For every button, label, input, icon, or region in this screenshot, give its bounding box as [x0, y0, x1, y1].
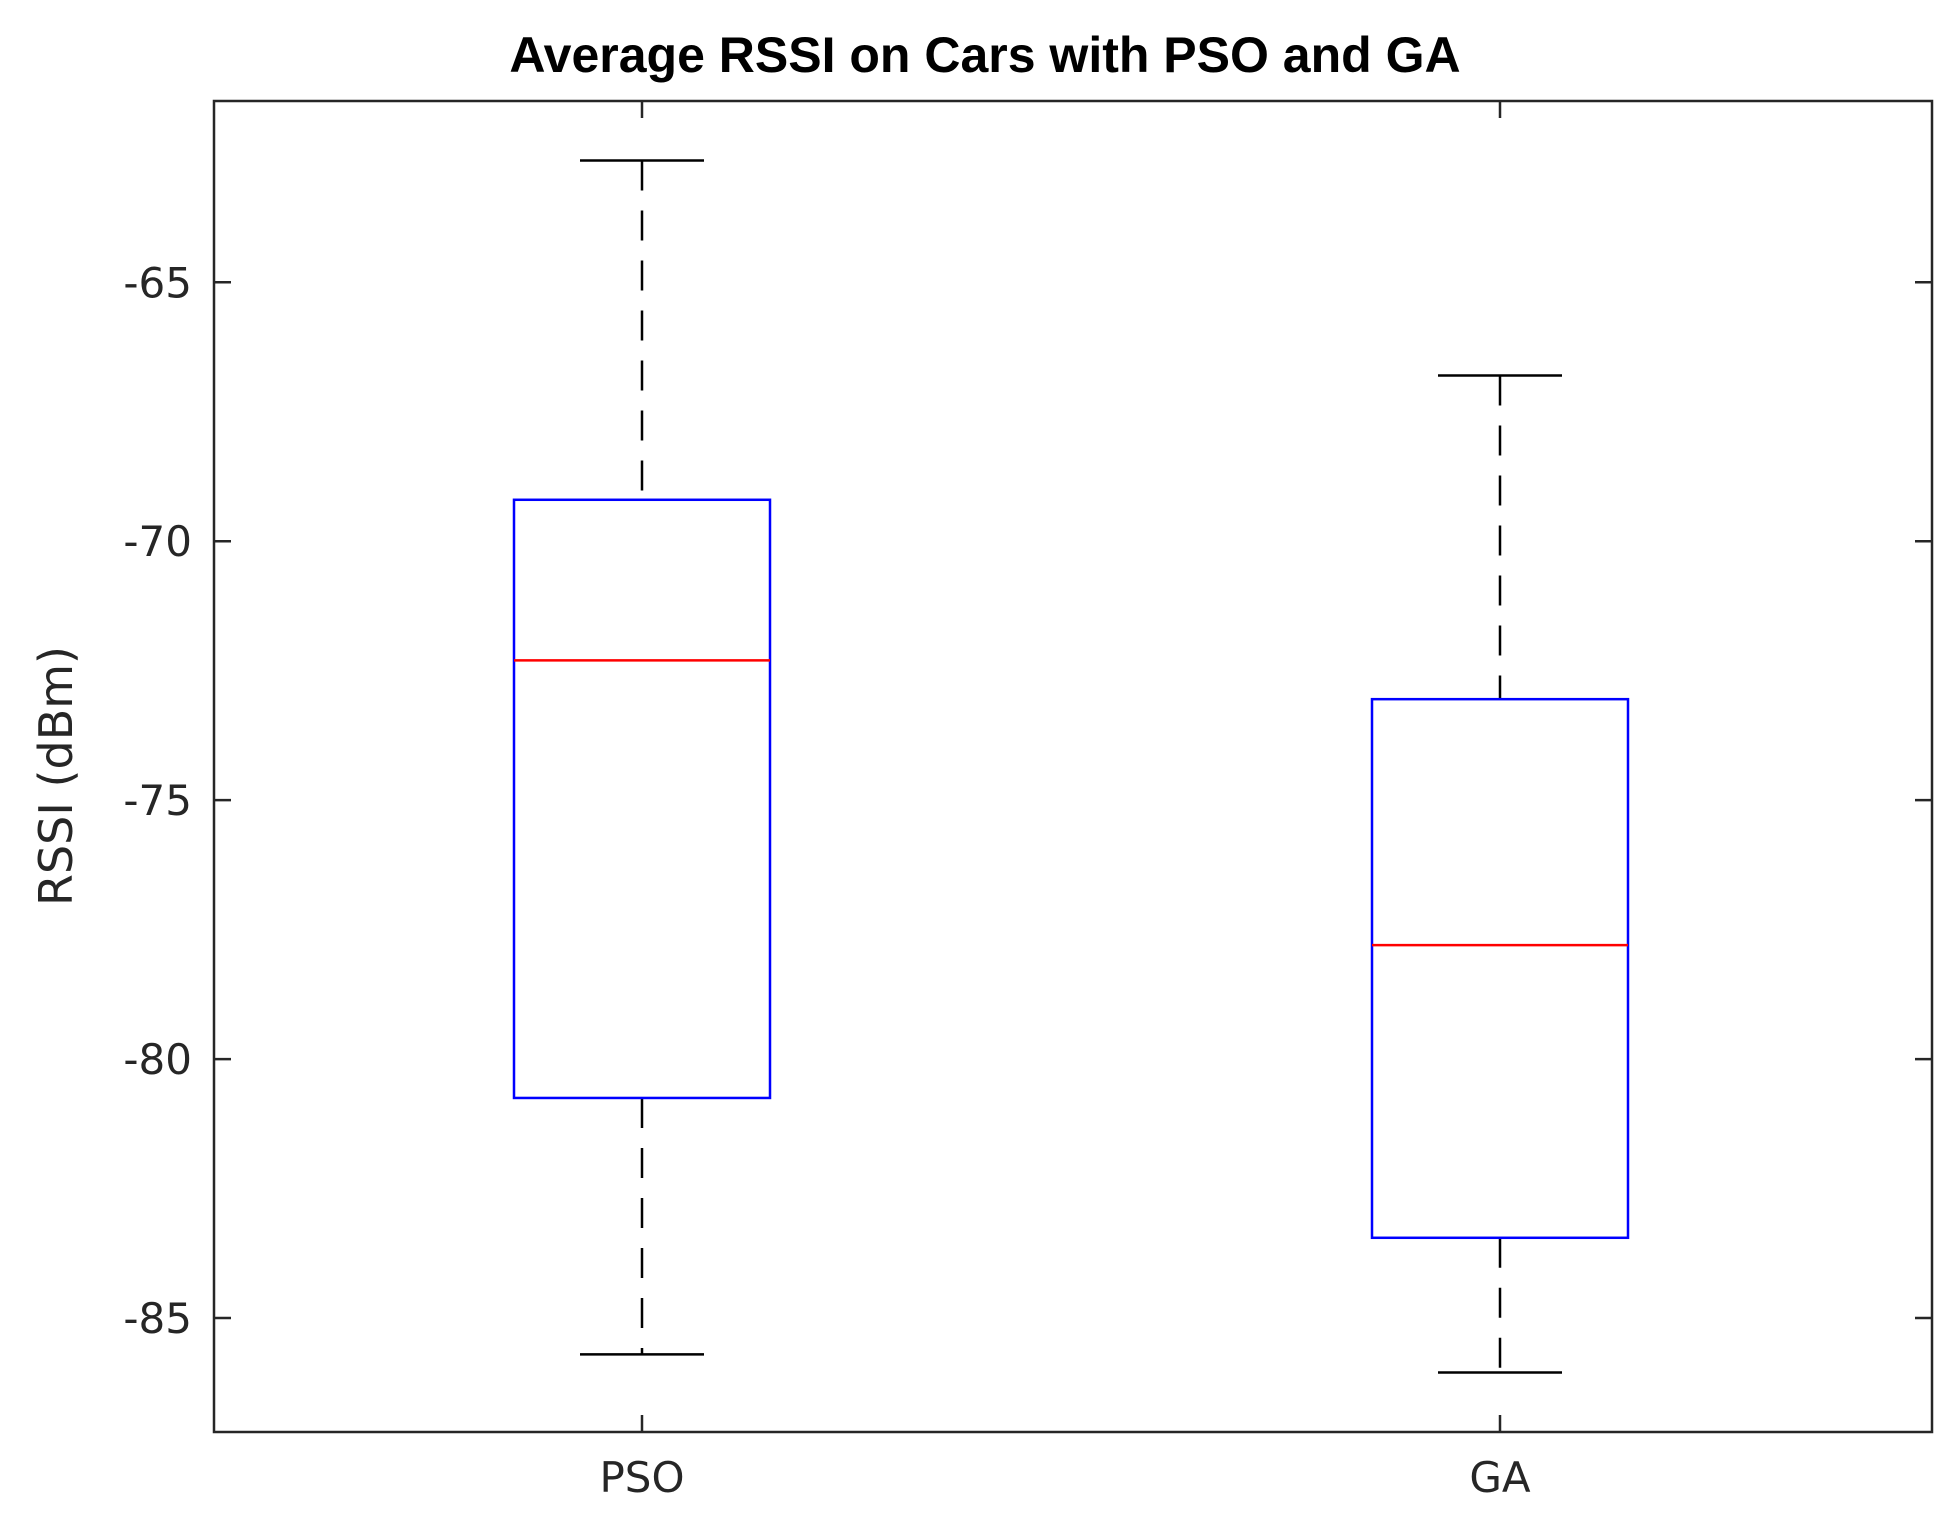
chart-title: Average RSSI on Cars with PSO and GA — [509, 27, 1460, 83]
y-tick-label: -75 — [123, 776, 192, 825]
y-tick-label: -70 — [123, 517, 192, 566]
y-tick-label: -65 — [123, 258, 192, 307]
y-axis-label: RSSI (dBm) — [29, 646, 83, 906]
x-tick-label: GA — [1469, 1453, 1531, 1502]
boxes-layer — [512, 159, 1630, 1374]
box-iqr — [1370, 697, 1630, 1240]
box-group-ga — [1370, 374, 1630, 1374]
box-group-pso — [512, 159, 772, 1356]
y-tick-label: -80 — [123, 1035, 192, 1084]
x-tick-label: PSO — [599, 1453, 684, 1502]
plot-area — [212, 99, 1934, 1434]
tick-labels: -85 -80 -75 -70 -65 PSO GA — [123, 258, 1531, 1502]
y-tick-label: -85 — [123, 1294, 192, 1343]
axis-ticks — [214, 101, 1932, 1432]
box-iqr — [512, 498, 772, 1100]
